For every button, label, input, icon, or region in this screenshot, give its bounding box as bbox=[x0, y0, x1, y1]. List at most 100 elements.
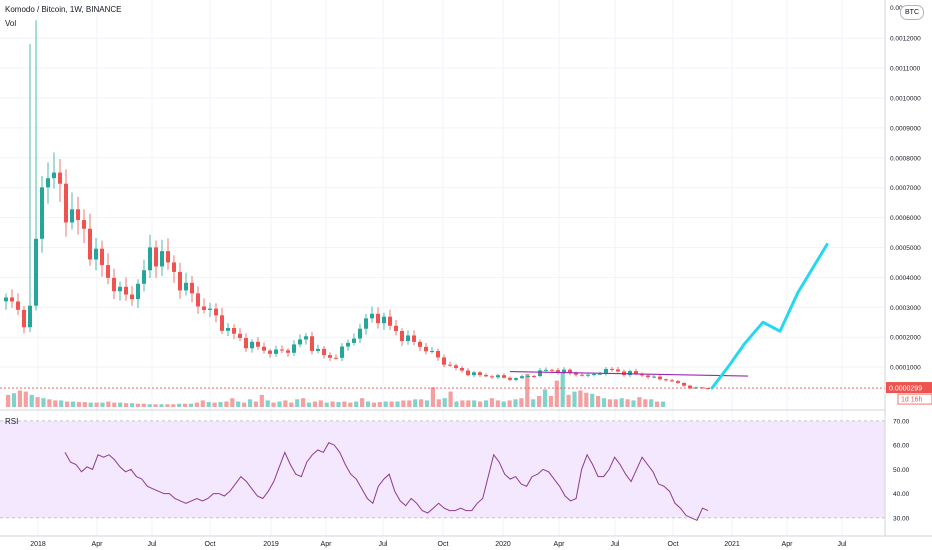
volume-bar bbox=[177, 403, 182, 407]
candle-body bbox=[478, 372, 482, 376]
volume-bar bbox=[554, 380, 559, 407]
x-tick-label: Jul bbox=[379, 541, 388, 548]
candle-body bbox=[592, 374, 596, 376]
volume-bar bbox=[194, 402, 199, 407]
volume-bar bbox=[401, 400, 406, 407]
candle-body bbox=[472, 372, 476, 376]
rsi-pane bbox=[0, 420, 885, 521]
candle-body bbox=[550, 369, 554, 371]
volume-bar bbox=[265, 400, 270, 407]
volume-bar bbox=[47, 399, 52, 407]
volume-bar bbox=[531, 399, 536, 407]
volume-bar bbox=[200, 400, 205, 407]
candle-body bbox=[532, 375, 536, 377]
volume-bar bbox=[501, 401, 506, 407]
volume-bar bbox=[324, 402, 329, 407]
y-tick-label: 0.0009000 bbox=[890, 125, 921, 132]
candle-body bbox=[514, 378, 518, 380]
currency-badge[interactable]: BTC bbox=[900, 5, 924, 20]
volume-bar bbox=[424, 400, 430, 407]
candle-body bbox=[286, 350, 290, 353]
candle-body bbox=[190, 282, 194, 294]
candle-body bbox=[502, 375, 506, 378]
candle-body bbox=[634, 371, 638, 375]
volume-bar bbox=[277, 401, 282, 407]
volume-bar bbox=[124, 403, 129, 407]
candle-body bbox=[466, 370, 470, 376]
candle-body bbox=[370, 313, 374, 319]
candle-body bbox=[460, 367, 464, 371]
volume-bar bbox=[206, 402, 211, 407]
candle-body bbox=[664, 379, 668, 381]
candle-body bbox=[58, 172, 62, 184]
candle-body bbox=[688, 385, 692, 389]
candle-body bbox=[610, 368, 614, 370]
candle-body bbox=[526, 375, 530, 377]
candle-body bbox=[424, 346, 428, 352]
drawing-overlays: 0.0000299 1d 16h bbox=[0, 243, 932, 405]
x-tick-label: 2021 bbox=[724, 541, 740, 548]
volume-bar bbox=[271, 402, 276, 407]
candle-body bbox=[184, 282, 188, 291]
candle-body bbox=[214, 308, 218, 316]
candle-body bbox=[46, 178, 50, 188]
x-tick-label: Apr bbox=[782, 541, 794, 548]
rsi-legend[interactable]: RSI bbox=[5, 417, 19, 426]
y-tick-label: 0.0011000 bbox=[890, 66, 921, 73]
candle-body bbox=[484, 375, 488, 377]
candle-body bbox=[82, 220, 86, 229]
y-tick-label: 0.0008000 bbox=[890, 155, 921, 162]
candle-body bbox=[628, 371, 632, 376]
volume-bar bbox=[41, 398, 46, 407]
volume-bar bbox=[590, 393, 595, 407]
candle-body bbox=[322, 348, 326, 356]
candle-body bbox=[202, 306, 206, 310]
volume-bar bbox=[65, 401, 70, 407]
trendline bbox=[509, 370, 749, 377]
volume-bar bbox=[289, 402, 294, 407]
candle-body bbox=[196, 293, 200, 307]
volume-bar bbox=[448, 391, 453, 407]
candle-body bbox=[148, 247, 152, 271]
volume-bar bbox=[6, 394, 11, 407]
candle-body bbox=[586, 374, 590, 376]
volume-bar bbox=[631, 400, 636, 407]
candle-body bbox=[376, 313, 380, 324]
volume-bar bbox=[578, 390, 583, 407]
candle-body bbox=[244, 337, 248, 349]
candle-body bbox=[310, 336, 314, 351]
volume-bar bbox=[312, 401, 317, 407]
volume-bar bbox=[171, 404, 176, 407]
candle-body bbox=[496, 375, 500, 378]
volume-bar bbox=[407, 400, 412, 407]
volume-bars bbox=[6, 372, 666, 407]
volume-legend[interactable]: Vol bbox=[5, 19, 17, 28]
x-tick-label: 2019 bbox=[263, 541, 279, 548]
candle-body bbox=[676, 381, 680, 383]
candle-body bbox=[70, 209, 74, 223]
x-tick-label: Jul bbox=[611, 541, 620, 548]
volume-bar bbox=[637, 397, 642, 407]
candle-body bbox=[508, 377, 512, 380]
volume-bar bbox=[242, 402, 247, 407]
x-tick-label: Apr bbox=[321, 541, 333, 548]
candle-body bbox=[178, 271, 182, 291]
candle-body bbox=[118, 286, 122, 292]
candle-body bbox=[580, 374, 584, 376]
candle-body bbox=[34, 238, 38, 306]
volume-bar bbox=[11, 393, 17, 407]
candle-body bbox=[436, 350, 440, 358]
symbol-title[interactable]: Komodo / Bitcoin, 1W, BINANCE bbox=[5, 5, 122, 14]
candle-body bbox=[646, 375, 650, 378]
candlestick-series bbox=[4, 20, 710, 390]
volume-bar bbox=[106, 401, 111, 407]
volume-bar bbox=[147, 404, 152, 407]
candle-body bbox=[682, 382, 686, 386]
x-tick-label: Jul bbox=[838, 541, 847, 548]
volume-bar bbox=[330, 401, 335, 407]
candle-body bbox=[394, 325, 398, 331]
volume-bar bbox=[336, 402, 341, 407]
rsi-tick-label: 70.00 bbox=[893, 418, 910, 425]
